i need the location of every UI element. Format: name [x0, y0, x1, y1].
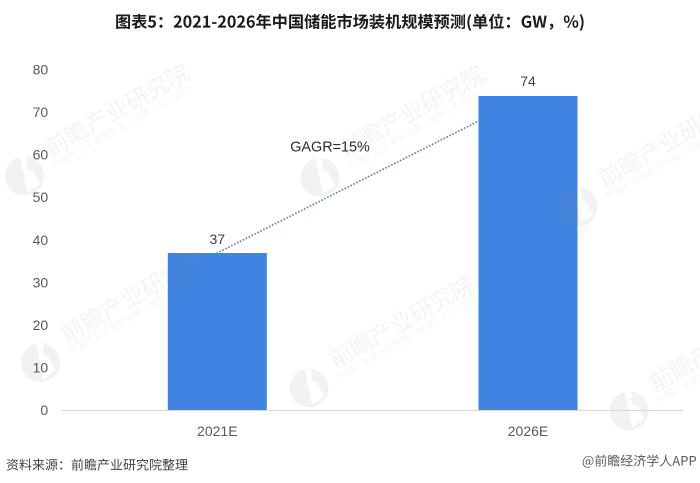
svg-text:GAGR=15%: GAGR=15% — [290, 139, 370, 155]
svg-text:2026E: 2026E — [508, 423, 548, 439]
svg-text:74: 74 — [520, 73, 536, 89]
svg-text:80: 80 — [33, 62, 49, 78]
svg-text:40: 40 — [33, 232, 49, 248]
svg-text:50: 50 — [33, 189, 49, 205]
svg-text:0: 0 — [40, 402, 48, 418]
svg-text:20: 20 — [33, 317, 49, 333]
svg-text:70: 70 — [33, 104, 49, 120]
svg-text:10: 10 — [33, 359, 49, 375]
svg-text:30: 30 — [33, 274, 49, 290]
svg-text:2021E: 2021E — [197, 423, 237, 439]
svg-text:60: 60 — [33, 147, 49, 163]
svg-text:37: 37 — [210, 231, 226, 247]
